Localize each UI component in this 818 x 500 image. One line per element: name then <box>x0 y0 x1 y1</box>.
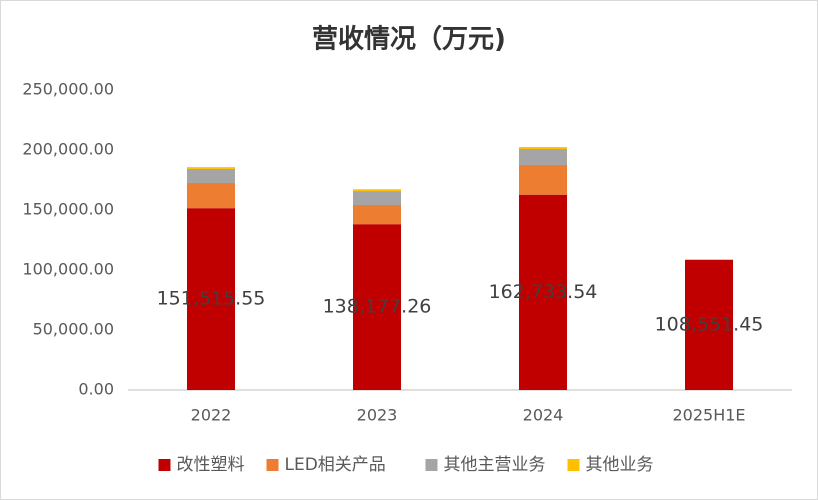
bar-segment <box>519 164 567 195</box>
legend-swatch <box>425 459 438 471</box>
legend-swatch <box>158 459 171 471</box>
bar-segment <box>187 208 235 390</box>
legend-swatch <box>567 459 580 471</box>
bar-segment <box>353 204 401 225</box>
y-tick-label: 150,000.00 <box>22 200 114 219</box>
data-label: 151,515.55 <box>157 288 266 310</box>
data-label: 108,551.45 <box>655 313 764 335</box>
x-tick-label: 2023 <box>357 406 398 425</box>
x-tick-label: 2024 <box>523 406 564 425</box>
bar-segment <box>353 191 401 205</box>
bar-segment <box>519 148 567 165</box>
bar-segment <box>187 182 235 209</box>
bar-segment <box>519 194 567 390</box>
y-tick-label: 100,000.00 <box>22 260 114 279</box>
y-tick-label: 50,000.00 <box>33 320 114 339</box>
x-tick-label: 2025H1E <box>672 406 745 425</box>
y-tick-label: 200,000.00 <box>22 140 114 159</box>
legend-label: LED相关产品 <box>285 455 386 475</box>
bar-segment <box>685 259 733 390</box>
legend-swatch <box>266 459 279 471</box>
bar-segment <box>187 168 235 183</box>
data-label: 138,177.26 <box>323 296 432 318</box>
x-tick-label: 2022 <box>191 406 232 425</box>
data-label: 162,733.54 <box>489 281 598 303</box>
chart-title: 营收情况（万元) <box>312 25 506 55</box>
bar-segment <box>187 167 235 169</box>
y-tick-label: 0.00 <box>78 380 114 399</box>
legend-label: 其他业务 <box>586 455 654 475</box>
legend-label: 改性塑料 <box>177 455 245 475</box>
bar-segment <box>353 189 401 192</box>
y-tick-label: 250,000.00 <box>22 80 114 99</box>
bar-segment <box>519 147 567 149</box>
bar-segment <box>353 224 401 390</box>
legend-label: 其他主营业务 <box>444 455 546 475</box>
